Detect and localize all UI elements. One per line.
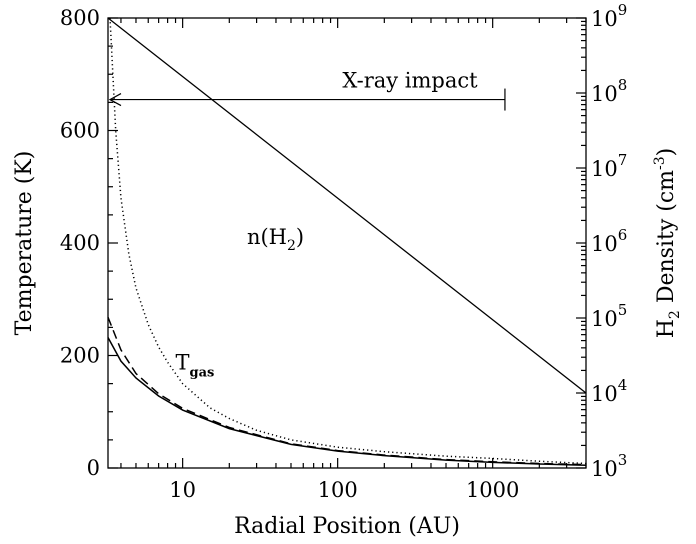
tgas-label: Tgas [176,351,215,381]
y2-axis-label: H2 Density (cm-3) [652,148,683,339]
xray-impact-label: X-ray impact [342,69,478,93]
nh2-label: n(H2) [247,225,304,254]
series-line-solid-density-3 [107,17,587,394]
y2-tick-label: 106 [591,226,627,256]
y2-tick-label: 109 [591,1,627,31]
y-tick-label: 800 [60,6,100,30]
x-axis-label: Radial Position (AU) [234,514,460,539]
y-tick-label: 400 [60,231,100,255]
x-tick-label: 10 [169,478,196,502]
y2-tick-label: 104 [591,376,627,406]
y-tick-label: 200 [60,344,100,368]
annotations: X-ray impact n(H2) Tgas [108,69,506,381]
y-axis-label: Temperature (K) [12,151,37,336]
y-tick-label: 600 [60,119,100,143]
xray-arrow-head [108,93,122,107]
x-tick-label: 1000 [466,478,519,502]
series-line-dashed-temperature-1 [107,316,587,466]
x-tick-label: 100 [318,478,358,502]
y2-tick-label: 103 [591,451,627,481]
y2-tick-label: 105 [591,301,627,331]
data-curves [107,17,587,466]
axis-labels: Radial Position (AU) Temperature (K) H2 … [12,148,683,539]
axis-ticks: 10 100 1000 0 200 400 600 800 103 104 105 106 107 108… [60,1,627,502]
y-tick-label: 0 [87,456,100,480]
y2-tick-label: 108 [591,76,627,106]
y2-tick-label: 107 [591,151,627,181]
